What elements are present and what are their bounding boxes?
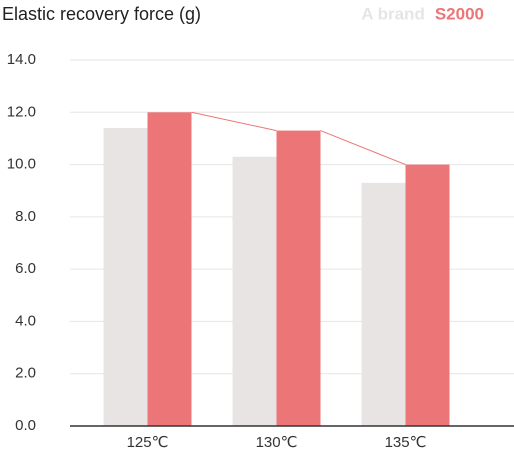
y-tick-label: 12.0 bbox=[7, 103, 36, 120]
y-tick-label: 4.0 bbox=[15, 312, 36, 329]
bar bbox=[232, 156, 277, 426]
y-tick-label: 2.0 bbox=[15, 365, 36, 382]
bar bbox=[103, 127, 148, 426]
connector-line bbox=[320, 130, 406, 166]
y-tick-label: 14.0 bbox=[7, 51, 36, 68]
y-tick-label: 0.0 bbox=[15, 417, 36, 434]
x-tick-label: 130℃ bbox=[256, 434, 298, 451]
connector-line bbox=[191, 111, 277, 132]
legend-label: S2000 bbox=[435, 4, 484, 23]
x-tick-label: 135℃ bbox=[385, 434, 427, 451]
bar bbox=[405, 164, 450, 427]
y-tick-label: 10.0 bbox=[7, 156, 36, 173]
legend-label: A brand bbox=[361, 4, 425, 23]
chart-title: Elastic recovery force (g) bbox=[2, 4, 201, 24]
y-tick-label: 8.0 bbox=[15, 208, 36, 225]
bar bbox=[147, 112, 192, 427]
y-tick-label: 6.0 bbox=[15, 260, 36, 277]
bar bbox=[276, 130, 321, 427]
bar bbox=[361, 182, 406, 426]
x-tick-label: 125℃ bbox=[127, 434, 169, 451]
